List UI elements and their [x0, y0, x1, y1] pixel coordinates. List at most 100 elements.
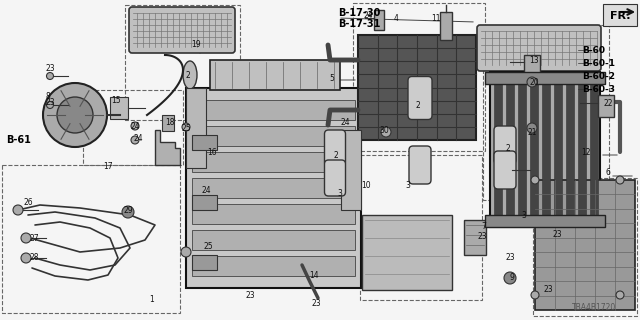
- Text: 23: 23: [552, 229, 562, 238]
- Text: 23: 23: [311, 299, 321, 308]
- Bar: [485, 215, 605, 227]
- Circle shape: [21, 233, 31, 243]
- Bar: [530, 74, 538, 225]
- FancyBboxPatch shape: [408, 76, 432, 119]
- Bar: [598, 95, 614, 117]
- Bar: [518, 74, 526, 225]
- Bar: [110, 97, 128, 119]
- Polygon shape: [155, 130, 180, 165]
- FancyBboxPatch shape: [409, 146, 431, 184]
- FancyBboxPatch shape: [494, 126, 516, 164]
- Circle shape: [21, 253, 31, 263]
- Bar: [362, 215, 452, 290]
- Text: B-61: B-61: [6, 135, 31, 145]
- Bar: [464, 220, 486, 255]
- Text: 23: 23: [45, 98, 55, 107]
- Text: 13: 13: [529, 55, 539, 65]
- Circle shape: [43, 83, 107, 147]
- Text: B-60-1: B-60-1: [582, 59, 615, 68]
- Circle shape: [616, 291, 624, 299]
- Text: 5: 5: [330, 74, 335, 83]
- Text: 3: 3: [522, 211, 527, 220]
- Bar: [186, 88, 206, 168]
- Bar: [192, 100, 355, 120]
- Bar: [192, 178, 355, 198]
- Text: 19: 19: [191, 39, 201, 49]
- Circle shape: [182, 123, 190, 131]
- Circle shape: [47, 101, 54, 108]
- FancyBboxPatch shape: [603, 4, 637, 26]
- FancyBboxPatch shape: [324, 130, 346, 166]
- Text: 6: 6: [605, 167, 611, 177]
- Text: 29: 29: [123, 205, 133, 214]
- Bar: [535, 180, 635, 310]
- Ellipse shape: [183, 61, 197, 89]
- Text: 26: 26: [23, 197, 33, 206]
- Text: 24: 24: [133, 133, 143, 142]
- Text: 7: 7: [481, 221, 486, 230]
- FancyBboxPatch shape: [324, 160, 346, 196]
- FancyBboxPatch shape: [494, 151, 516, 189]
- Bar: [494, 74, 502, 225]
- Text: 3: 3: [337, 188, 342, 197]
- Circle shape: [504, 272, 516, 284]
- Text: 22: 22: [604, 99, 612, 108]
- Text: 3: 3: [406, 180, 410, 189]
- Text: 24: 24: [340, 117, 350, 126]
- Bar: [524, 55, 540, 83]
- Text: 9: 9: [509, 274, 515, 283]
- FancyBboxPatch shape: [129, 7, 235, 53]
- Text: 1: 1: [150, 295, 154, 305]
- Bar: [554, 74, 562, 225]
- Text: 23: 23: [543, 285, 553, 294]
- Text: 8: 8: [45, 92, 51, 100]
- Bar: [192, 126, 355, 146]
- Text: FR.: FR.: [610, 11, 630, 21]
- Text: B-60: B-60: [582, 45, 605, 54]
- Text: 16: 16: [207, 148, 217, 156]
- Text: 2: 2: [506, 143, 510, 153]
- Bar: [533, 178, 637, 316]
- Circle shape: [131, 136, 139, 144]
- Circle shape: [57, 97, 93, 133]
- Circle shape: [531, 176, 539, 184]
- Bar: [2, 165, 180, 313]
- Circle shape: [131, 122, 139, 130]
- Text: 27: 27: [29, 234, 39, 243]
- Bar: [374, 10, 384, 30]
- Text: 23: 23: [477, 231, 487, 241]
- Bar: [186, 88, 361, 288]
- Text: 24: 24: [130, 122, 140, 131]
- Text: 20: 20: [529, 77, 539, 86]
- Bar: [192, 152, 355, 172]
- Text: 23: 23: [505, 253, 515, 262]
- Text: B-17-30: B-17-30: [338, 8, 380, 18]
- Bar: [192, 195, 217, 210]
- Bar: [210, 60, 340, 90]
- Circle shape: [616, 176, 624, 184]
- Text: B-60-3: B-60-3: [582, 84, 615, 93]
- Text: 25: 25: [181, 124, 191, 132]
- Circle shape: [13, 205, 23, 215]
- Text: 17: 17: [103, 162, 113, 171]
- Circle shape: [381, 127, 391, 137]
- Bar: [192, 230, 355, 250]
- Circle shape: [531, 291, 539, 299]
- Circle shape: [122, 206, 134, 218]
- Bar: [483, 25, 609, 200]
- Bar: [192, 135, 217, 150]
- Bar: [192, 255, 217, 270]
- Text: 14: 14: [309, 270, 319, 279]
- Text: 10: 10: [361, 180, 371, 189]
- Bar: [506, 74, 514, 225]
- FancyBboxPatch shape: [477, 25, 601, 71]
- Bar: [353, 3, 485, 151]
- Text: 4: 4: [394, 13, 399, 22]
- Bar: [162, 115, 174, 131]
- Bar: [485, 72, 605, 84]
- Bar: [490, 72, 600, 227]
- Text: 24: 24: [363, 11, 373, 20]
- Text: 28: 28: [29, 253, 39, 262]
- Text: 21: 21: [527, 127, 537, 137]
- Text: 24: 24: [201, 186, 211, 195]
